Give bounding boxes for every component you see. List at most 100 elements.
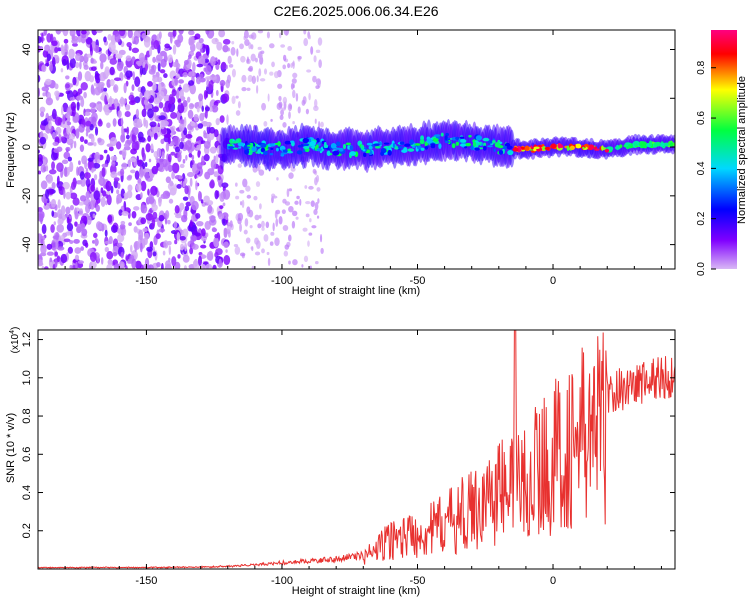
noise-speckle <box>231 68 236 78</box>
noise-speckle <box>226 114 229 125</box>
signal-core <box>628 144 634 147</box>
noise-speckle <box>143 99 148 106</box>
signal-core <box>432 137 439 142</box>
noise-speckle <box>183 59 189 65</box>
noise-speckle <box>170 112 178 119</box>
noise-speckle <box>113 263 121 269</box>
signal-core <box>483 142 487 147</box>
noise-speckle <box>103 36 107 43</box>
noise-speckle <box>261 248 265 254</box>
noise-speckle <box>123 192 129 198</box>
noise-speckle <box>112 118 117 127</box>
signal-core <box>387 149 392 156</box>
noise-speckle <box>46 53 51 62</box>
noise-speckle <box>159 50 167 57</box>
noise-speckle <box>54 46 59 54</box>
noise-speckle <box>50 33 54 44</box>
noise-speckle <box>143 236 148 246</box>
noise-speckle <box>132 71 135 81</box>
noise-speckle <box>256 85 259 94</box>
noise-speckle <box>281 107 286 111</box>
noise-speckle <box>79 60 82 70</box>
noise-speckle <box>153 40 160 50</box>
noise-speckle <box>260 50 265 55</box>
noise-speckle <box>145 212 154 221</box>
noise-speckle <box>45 78 52 86</box>
noise-speckle <box>94 44 100 54</box>
noise-speckle <box>231 95 236 105</box>
noise-speckle <box>69 240 74 244</box>
noise-speckle <box>112 238 119 249</box>
noise-speckle <box>72 42 78 47</box>
noise-speckle <box>90 107 96 114</box>
noise-speckle <box>171 171 175 180</box>
noise-speckle <box>76 101 80 111</box>
noise-speckle <box>307 240 310 247</box>
noise-speckle <box>292 259 298 266</box>
noise-speckle <box>91 116 97 127</box>
noise-speckle <box>198 99 202 108</box>
noise-speckle <box>131 210 137 219</box>
spectrogram-image <box>38 30 675 269</box>
noise-speckle <box>288 188 293 192</box>
signal-core <box>575 143 582 149</box>
noise-speckle <box>51 181 56 190</box>
noise-speckle <box>257 46 262 50</box>
noise-speckle <box>309 218 312 223</box>
noise-speckle <box>237 212 244 222</box>
noise-speckle <box>68 133 76 140</box>
noise-speckle <box>294 200 299 205</box>
signal-core <box>655 141 661 147</box>
noise-speckle <box>177 254 181 259</box>
noise-speckle <box>205 263 213 269</box>
noise-speckle <box>210 179 215 189</box>
signal-core <box>444 140 450 144</box>
noise-speckle <box>100 61 104 70</box>
noise-speckle <box>313 55 317 63</box>
signal-core <box>386 147 390 151</box>
signal-core <box>243 145 248 151</box>
noise-speckle <box>190 35 195 45</box>
noise-speckle <box>117 182 121 190</box>
signal-core <box>404 143 411 147</box>
noise-speckle <box>85 203 91 214</box>
noise-speckle <box>97 103 103 113</box>
noise-speckle <box>134 170 140 180</box>
signal-core <box>383 142 390 145</box>
noise-speckle <box>62 113 66 125</box>
noise-speckle <box>199 140 206 144</box>
noise-speckle <box>176 184 182 189</box>
noise-speckle <box>60 68 64 73</box>
noise-speckle <box>55 239 59 250</box>
signal-core <box>401 149 408 153</box>
noise-speckle <box>254 214 260 221</box>
noise-speckle <box>123 143 130 148</box>
signal-core <box>533 146 540 150</box>
noise-speckle <box>266 251 270 256</box>
noise-speckle <box>280 109 284 116</box>
signal-core <box>451 143 456 149</box>
noise-speckle <box>101 190 107 197</box>
noise-speckle <box>103 149 108 154</box>
noise-speckle <box>155 54 163 62</box>
noise-speckle <box>217 175 221 181</box>
noise-speckle <box>150 143 154 154</box>
signal-core <box>604 148 610 153</box>
noise-speckle <box>314 118 317 124</box>
noise-speckle <box>65 206 71 215</box>
noise-speckle <box>66 124 71 135</box>
noise-speckle <box>158 214 165 222</box>
noise-speckle <box>254 251 261 256</box>
noise-speckle <box>155 71 160 78</box>
noise-speckle <box>83 91 87 99</box>
noise-speckle <box>267 257 271 267</box>
noise-speckle <box>268 43 275 49</box>
noise-speckle <box>48 120 52 130</box>
signal-core <box>279 145 286 151</box>
noise-speckle <box>174 183 178 192</box>
noise-speckle <box>209 146 217 154</box>
noise-speckle <box>50 198 57 208</box>
noise-speckle <box>125 104 131 111</box>
noise-speckle <box>60 105 64 116</box>
noise-speckle <box>78 201 85 206</box>
